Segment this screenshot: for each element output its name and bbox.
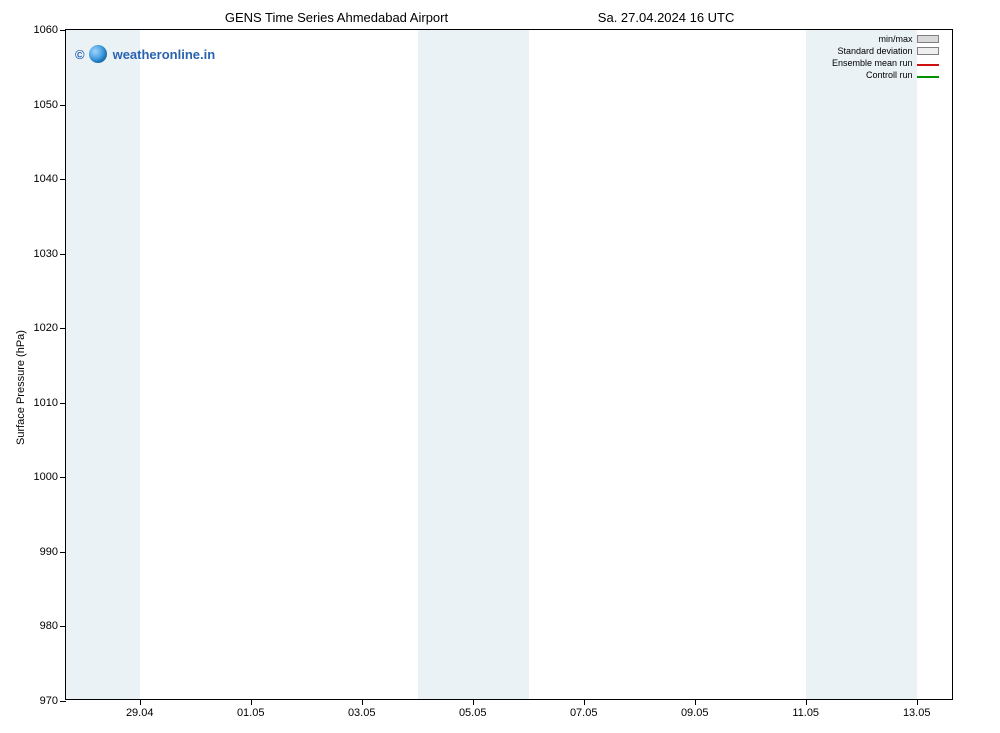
- legend-swatch: [917, 35, 939, 43]
- y-tick: [60, 403, 66, 404]
- x-tick-label: 01.05: [237, 707, 265, 719]
- chart-container: GENS Time Series Ahmedabad Airport Sa. 2…: [0, 0, 1000, 733]
- chart-title-left: GENS Time Series Ahmedabad Airport: [225, 10, 448, 25]
- legend-item: min/max: [832, 33, 939, 45]
- x-tick-label: 11.05: [792, 707, 819, 719]
- y-tick-label: 1040: [34, 173, 58, 185]
- watermark-text: weatheronline.in: [113, 47, 216, 62]
- globe-icon: [89, 45, 107, 63]
- y-tick: [60, 254, 66, 255]
- legend-swatch: [917, 76, 939, 78]
- y-tick: [60, 552, 66, 553]
- plot-area: 970980990100010101020103010401050106029.…: [65, 29, 953, 700]
- weekend-band: [806, 30, 917, 699]
- y-tick-label: 1000: [34, 471, 58, 483]
- legend-swatch: [917, 47, 939, 55]
- x-tick: [584, 699, 585, 705]
- x-tick: [140, 699, 141, 705]
- y-tick-label: 1060: [34, 24, 58, 36]
- legend-label: Controll run: [866, 70, 913, 80]
- x-tick: [917, 699, 918, 705]
- legend-swatch: [917, 64, 939, 66]
- x-tick: [806, 699, 807, 705]
- x-tick-label: 03.05: [348, 707, 376, 719]
- y-tick-label: 970: [40, 695, 58, 707]
- y-tick: [60, 477, 66, 478]
- y-tick: [60, 626, 66, 627]
- legend: min/max Standard deviation Ensemble mean r…: [832, 33, 939, 81]
- x-tick: [251, 699, 252, 705]
- y-tick: [60, 30, 66, 31]
- y-tick: [60, 105, 66, 106]
- y-tick-label: 1030: [34, 248, 58, 260]
- legend-item: Ensemble mean run: [832, 57, 939, 69]
- x-tick-label: 29.04: [126, 707, 154, 719]
- copyright-symbol: ©: [75, 47, 85, 62]
- legend-label: min/max: [879, 34, 913, 44]
- x-tick: [695, 699, 696, 705]
- y-tick-label: 980: [40, 620, 58, 632]
- x-tick-label: 07.05: [570, 707, 598, 719]
- y-tick: [60, 701, 66, 702]
- y-tick-label: 1010: [34, 397, 58, 409]
- y-tick-label: 990: [40, 546, 58, 558]
- chart-title-right: Sa. 27.04.2024 16 UTC: [598, 10, 735, 25]
- x-tick: [473, 699, 474, 705]
- y-tick: [60, 328, 66, 329]
- x-tick-label: 09.05: [681, 707, 709, 719]
- legend-label: Standard deviation: [837, 46, 912, 56]
- weekend-band: [418, 30, 529, 699]
- y-tick: [60, 179, 66, 180]
- x-tick-label: 05.05: [459, 707, 487, 719]
- legend-item: Standard deviation: [832, 45, 939, 57]
- weekend-band: [66, 30, 140, 699]
- legend-item: Controll run: [832, 69, 939, 81]
- x-tick-label: 13.05: [903, 707, 931, 719]
- legend-label: Ensemble mean run: [832, 58, 913, 68]
- y-axis-label: Surface Pressure (hPa): [15, 330, 27, 445]
- watermark: © weatheronline.in: [75, 45, 215, 63]
- y-tick-label: 1050: [34, 99, 58, 111]
- y-tick-label: 1020: [34, 322, 58, 334]
- x-tick: [362, 699, 363, 705]
